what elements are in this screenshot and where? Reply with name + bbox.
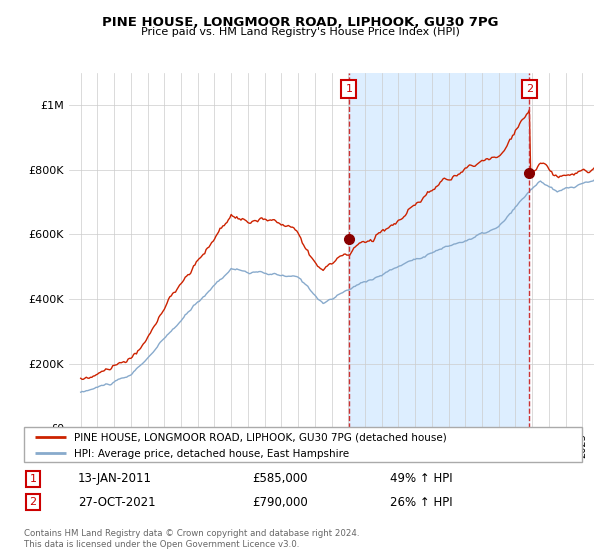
Text: HPI: Average price, detached house, East Hampshire: HPI: Average price, detached house, East… bbox=[74, 449, 349, 459]
Text: 26% ↑ HPI: 26% ↑ HPI bbox=[390, 496, 452, 509]
FancyBboxPatch shape bbox=[24, 427, 582, 462]
Text: £585,000: £585,000 bbox=[252, 472, 308, 486]
Text: Price paid vs. HM Land Registry's House Price Index (HPI): Price paid vs. HM Land Registry's House … bbox=[140, 27, 460, 37]
Text: 1: 1 bbox=[29, 474, 37, 484]
Text: PINE HOUSE, LONGMOOR ROAD, LIPHOOK, GU30 7PG: PINE HOUSE, LONGMOOR ROAD, LIPHOOK, GU30… bbox=[102, 16, 498, 29]
Text: 1: 1 bbox=[346, 84, 352, 94]
Text: 13-JAN-2011: 13-JAN-2011 bbox=[78, 472, 152, 486]
Text: 27-OCT-2021: 27-OCT-2021 bbox=[78, 496, 155, 509]
Text: 2: 2 bbox=[526, 84, 533, 94]
Text: 2: 2 bbox=[29, 497, 37, 507]
Text: PINE HOUSE, LONGMOOR ROAD, LIPHOOK, GU30 7PG (detached house): PINE HOUSE, LONGMOOR ROAD, LIPHOOK, GU30… bbox=[74, 433, 447, 443]
Text: £790,000: £790,000 bbox=[252, 496, 308, 509]
Text: Contains HM Land Registry data © Crown copyright and database right 2024.
This d: Contains HM Land Registry data © Crown c… bbox=[24, 529, 359, 549]
Bar bbox=[349, 73, 529, 428]
Text: 49% ↑ HPI: 49% ↑ HPI bbox=[390, 472, 452, 486]
